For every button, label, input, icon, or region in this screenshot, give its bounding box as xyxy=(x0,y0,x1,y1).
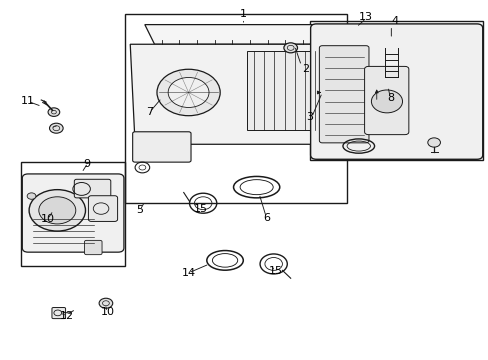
FancyBboxPatch shape xyxy=(88,196,117,221)
Circle shape xyxy=(39,197,76,224)
Bar xyxy=(383,39,398,48)
Circle shape xyxy=(29,190,85,231)
Circle shape xyxy=(284,43,297,53)
Circle shape xyxy=(27,193,36,199)
Bar xyxy=(402,79,410,93)
Circle shape xyxy=(168,77,208,108)
Text: 15: 15 xyxy=(193,203,207,213)
Bar xyxy=(21,162,125,266)
Circle shape xyxy=(427,138,440,147)
Bar xyxy=(125,14,346,203)
Text: 10: 10 xyxy=(100,307,114,317)
Text: 12: 12 xyxy=(60,311,74,321)
Bar xyxy=(246,51,322,130)
Polygon shape xyxy=(130,44,331,144)
Text: 10: 10 xyxy=(41,214,55,224)
Circle shape xyxy=(48,108,60,116)
FancyBboxPatch shape xyxy=(310,24,482,159)
Circle shape xyxy=(157,69,220,116)
Text: 1: 1 xyxy=(240,9,246,19)
Bar xyxy=(309,21,482,160)
Polygon shape xyxy=(144,24,319,44)
Text: 9: 9 xyxy=(83,159,90,169)
Text: 11: 11 xyxy=(21,96,35,107)
FancyBboxPatch shape xyxy=(74,179,111,198)
FancyBboxPatch shape xyxy=(22,174,123,252)
FancyBboxPatch shape xyxy=(132,132,191,162)
Text: 6: 6 xyxy=(263,212,269,222)
Text: 3: 3 xyxy=(306,112,313,122)
Circle shape xyxy=(316,89,325,96)
Circle shape xyxy=(371,90,402,113)
FancyBboxPatch shape xyxy=(52,307,65,319)
FancyBboxPatch shape xyxy=(319,46,368,143)
FancyBboxPatch shape xyxy=(364,66,408,135)
FancyBboxPatch shape xyxy=(84,240,102,255)
Text: 2: 2 xyxy=(301,64,308,74)
Text: 8: 8 xyxy=(386,93,393,103)
Bar xyxy=(363,91,372,111)
FancyBboxPatch shape xyxy=(360,77,407,95)
Text: 14: 14 xyxy=(181,268,195,278)
Circle shape xyxy=(49,123,63,133)
Text: 13: 13 xyxy=(358,13,372,22)
Text: 15: 15 xyxy=(268,266,283,276)
Circle shape xyxy=(99,298,113,308)
Text: 4: 4 xyxy=(391,16,398,26)
Text: 5: 5 xyxy=(136,205,143,215)
Text: 7: 7 xyxy=(146,107,153,117)
